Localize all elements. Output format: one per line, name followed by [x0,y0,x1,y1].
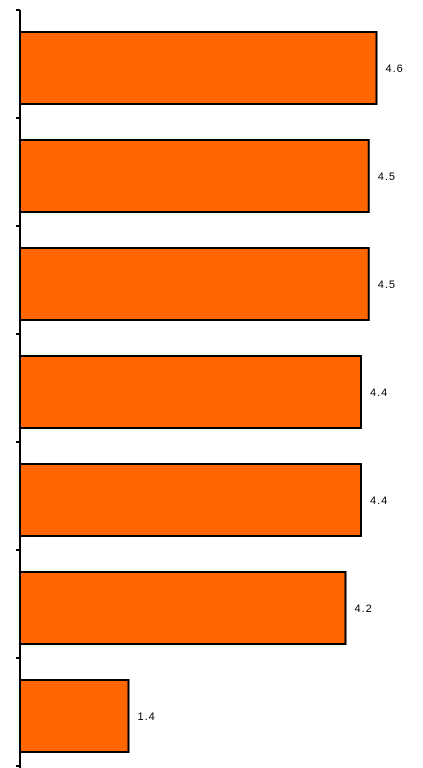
y-axis [16,10,20,768]
data-label-3: 4.5 [378,279,396,291]
bar-1 [20,32,377,104]
data-label-2: 4.5 [378,171,396,183]
bar-2 [20,140,369,212]
bar-6 [20,572,346,644]
data-label-6: 4.2 [355,603,373,615]
data-label-1: 4.6 [386,63,404,75]
bars-layer [20,32,377,752]
data-label-4: 4.4 [370,387,388,399]
bar-4 [20,356,361,428]
bar-7 [20,680,129,752]
data-label-5: 4.4 [370,495,388,507]
bar-5 [20,464,361,536]
data-label-7: 1.4 [138,711,156,723]
bar-3 [20,248,369,320]
